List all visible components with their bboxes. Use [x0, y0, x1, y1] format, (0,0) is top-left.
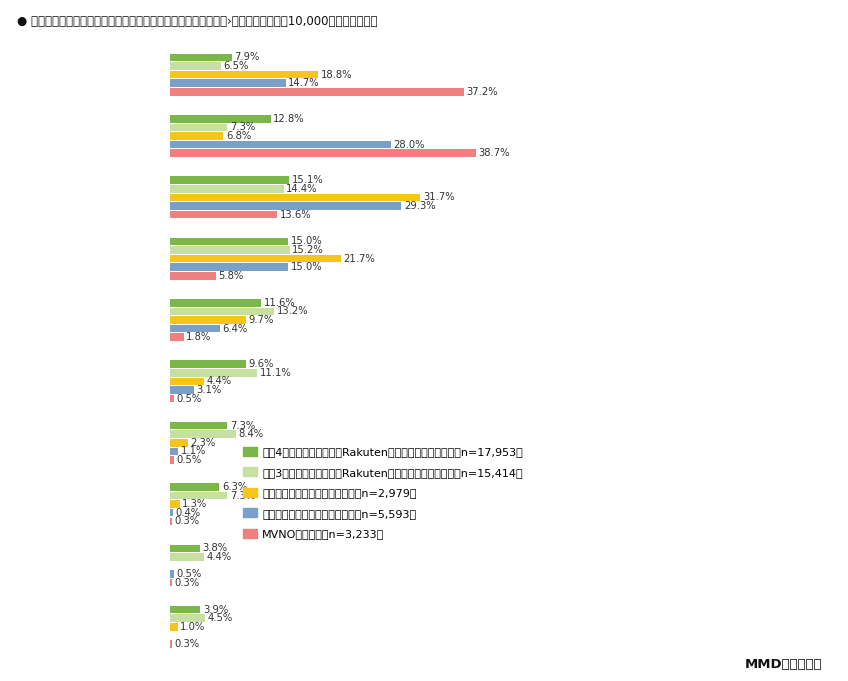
Text: 8.4%: 8.4% — [238, 429, 264, 439]
Bar — [170, 88, 464, 95]
Bar — [170, 456, 174, 464]
Text: 6.5%: 6.5% — [223, 61, 248, 71]
Text: 1.8%: 1.8% — [187, 332, 211, 343]
Text: 5.8%: 5.8% — [218, 271, 243, 281]
Text: 15.0%: 15.0% — [291, 262, 322, 272]
Text: 0.3%: 0.3% — [175, 639, 199, 649]
Bar — [170, 395, 174, 402]
Bar — [170, 71, 318, 78]
Bar — [170, 369, 258, 377]
Bar — [170, 334, 184, 341]
Bar — [170, 247, 290, 254]
Bar — [170, 80, 286, 87]
Bar — [170, 272, 215, 280]
Text: 7.9%: 7.9% — [235, 52, 259, 63]
Text: 3.1%: 3.1% — [197, 385, 222, 395]
Text: 13.6%: 13.6% — [280, 210, 311, 219]
Text: 7.3%: 7.3% — [230, 123, 255, 132]
Text: 6.3%: 6.3% — [222, 482, 247, 492]
Bar — [170, 185, 283, 193]
Bar — [170, 54, 232, 61]
Bar — [170, 299, 261, 306]
Bar — [170, 483, 220, 491]
Text: 29.3%: 29.3% — [404, 201, 436, 211]
Bar — [170, 623, 177, 631]
Text: 4.4%: 4.4% — [207, 552, 232, 562]
Bar — [170, 202, 401, 210]
Text: 18.8%: 18.8% — [321, 69, 352, 80]
Bar — [170, 386, 194, 394]
Bar — [170, 606, 200, 614]
Bar — [170, 422, 227, 429]
Text: 9.6%: 9.6% — [248, 359, 273, 369]
Bar — [170, 492, 227, 499]
Text: 4.5%: 4.5% — [208, 613, 233, 623]
Text: 0.3%: 0.3% — [175, 516, 199, 526]
Text: 13.2%: 13.2% — [276, 306, 308, 317]
Bar — [170, 176, 289, 184]
Bar — [170, 509, 173, 516]
Text: 3.8%: 3.8% — [202, 543, 227, 553]
Bar — [170, 316, 247, 324]
Text: 14.4%: 14.4% — [286, 184, 317, 193]
Bar — [170, 447, 178, 455]
Bar — [170, 545, 199, 552]
Bar — [170, 62, 221, 69]
Bar — [170, 430, 236, 438]
Bar — [170, 308, 274, 315]
Text: 2.3%: 2.3% — [190, 438, 215, 447]
Text: 0.5%: 0.5% — [176, 455, 201, 465]
Text: 0.3%: 0.3% — [175, 577, 199, 588]
Text: 4.4%: 4.4% — [207, 377, 232, 386]
Text: 31.7%: 31.7% — [423, 192, 455, 202]
Bar — [170, 115, 271, 123]
Bar — [170, 614, 205, 622]
Text: 28.0%: 28.0% — [393, 140, 425, 150]
Bar — [170, 141, 391, 148]
Bar — [170, 640, 172, 648]
Bar — [170, 377, 204, 385]
Bar — [170, 325, 220, 332]
Text: 0.5%: 0.5% — [176, 394, 201, 404]
Bar — [170, 193, 421, 201]
Legend: 大手4キャリアユーザー（Rakuten最強プランを含む）　（n=17,953）, 大手3キャリアユーザー（Rakuten最強プランを除く）　（n=15,414）: 大手4キャリアユーザー（Rakuten最強プランを含む） （n=17,953）,… — [239, 443, 527, 543]
Text: 37.2%: 37.2% — [466, 86, 498, 97]
Bar — [170, 501, 180, 508]
Bar — [170, 238, 288, 245]
Text: 15.1%: 15.1% — [292, 175, 323, 185]
Text: 15.2%: 15.2% — [293, 245, 324, 255]
Bar — [170, 518, 172, 525]
Bar — [170, 570, 174, 578]
Text: 1.1%: 1.1% — [181, 446, 206, 456]
Bar — [170, 210, 277, 219]
Text: 7.3%: 7.3% — [230, 490, 255, 501]
Bar — [170, 360, 246, 368]
Bar — [170, 149, 476, 157]
Bar — [170, 439, 187, 447]
Text: 9.7%: 9.7% — [248, 315, 274, 325]
Text: 1.0%: 1.0% — [180, 622, 205, 632]
Bar — [170, 553, 204, 560]
Text: 0.4%: 0.4% — [176, 508, 200, 518]
Bar — [170, 123, 227, 131]
Text: 6.4%: 6.4% — [223, 323, 248, 334]
Text: 38.7%: 38.7% — [478, 148, 510, 158]
Text: 15.0%: 15.0% — [291, 236, 322, 247]
Bar — [170, 255, 342, 262]
Text: 11.1%: 11.1% — [259, 368, 292, 378]
Text: 11.6%: 11.6% — [264, 298, 296, 308]
Text: 0.5%: 0.5% — [176, 569, 201, 579]
Text: 21.7%: 21.7% — [343, 254, 376, 264]
Text: 6.8%: 6.8% — [226, 131, 251, 141]
Bar — [170, 264, 288, 271]
Text: MMD研究所調べ: MMD研究所調べ — [745, 658, 823, 671]
Text: 14.7%: 14.7% — [288, 78, 320, 89]
Text: 3.9%: 3.9% — [203, 605, 228, 615]
Bar — [170, 579, 172, 586]
Text: 7.3%: 7.3% — [230, 421, 255, 430]
Bar — [170, 132, 223, 140]
Text: ● 通信会社に支払っている通信（通話込み）の月額料金（単数）›通信サービス別、10,000円未満まで抜粸: ● 通信会社に支払っている通信（通話込み）の月額料金（単数）›通信サービス別、1… — [17, 15, 377, 28]
Text: 1.3%: 1.3% — [182, 499, 208, 509]
Text: 12.8%: 12.8% — [273, 114, 305, 124]
